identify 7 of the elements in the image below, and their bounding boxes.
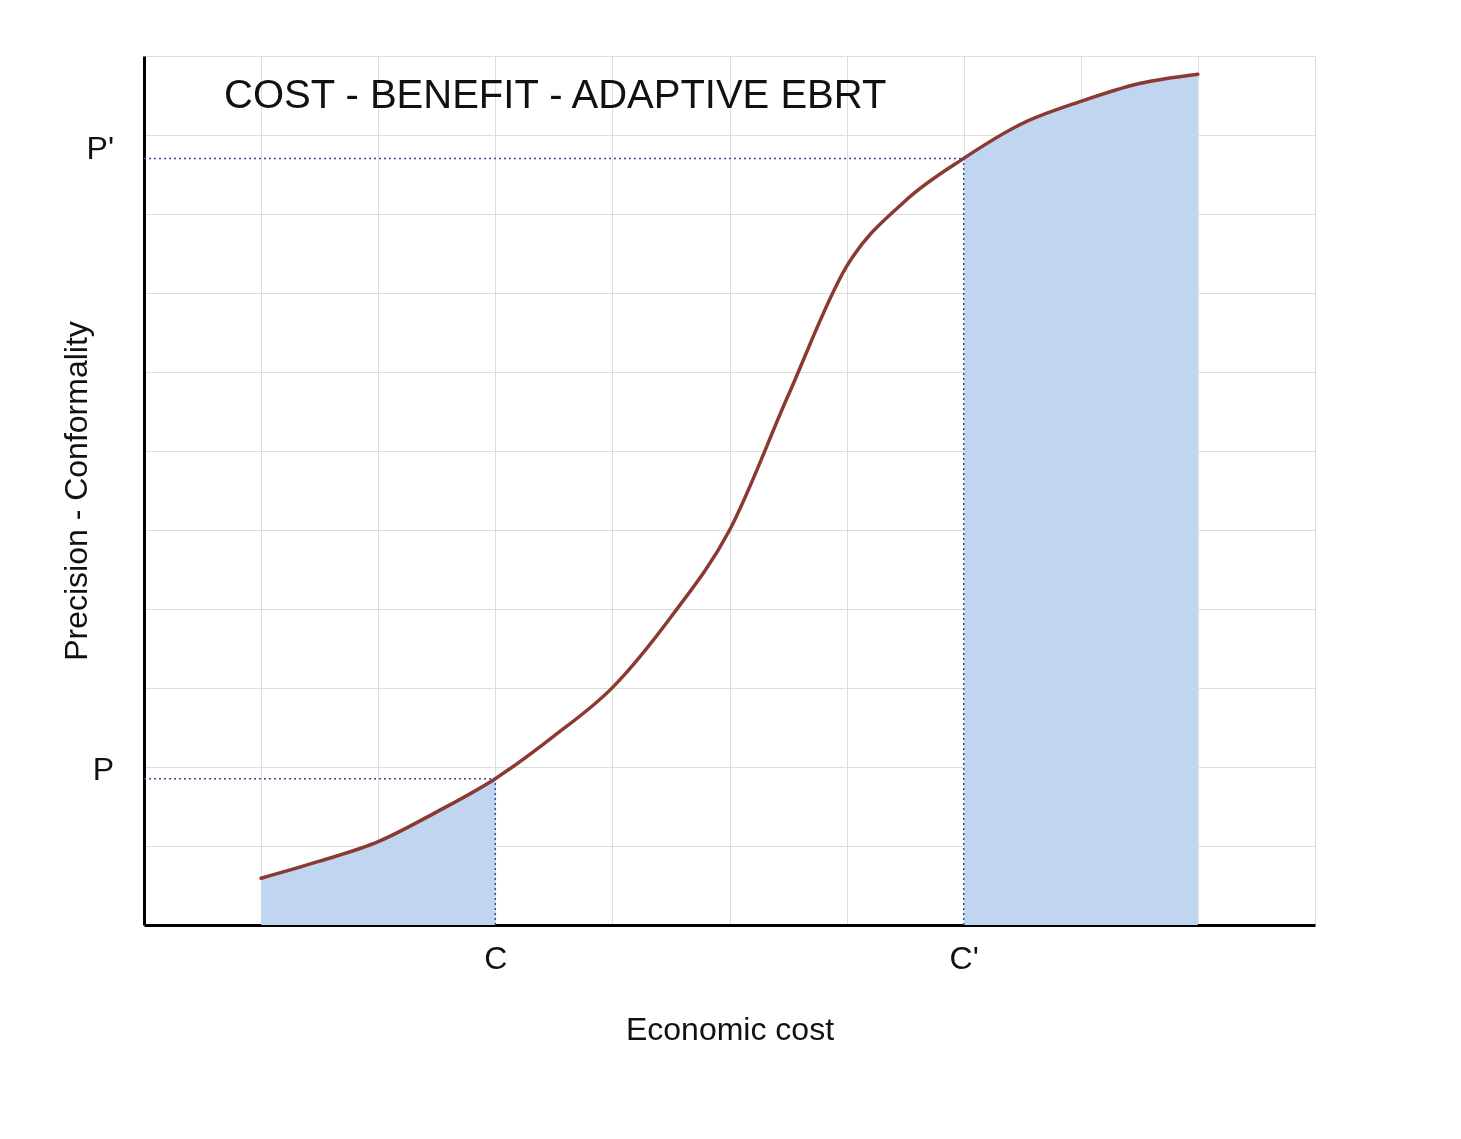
x-axis-title: Economic cost: [625, 1010, 835, 1047]
ref-line-label: P: [92, 750, 114, 787]
chart-title: COST - BENEFIT - ADAPTIVE EBRT: [224, 72, 887, 116]
x-tick-label: C': [949, 939, 979, 976]
x-tick-label: C: [484, 939, 508, 976]
ref-line-label: P': [86, 130, 114, 167]
y-axis-title: Precision - Conformality: [58, 321, 94, 661]
